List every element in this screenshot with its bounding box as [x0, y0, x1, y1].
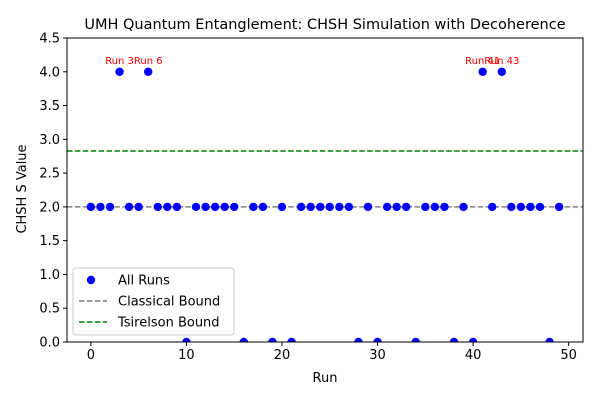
x-tick-label: 10: [178, 348, 195, 363]
data-point: [526, 202, 535, 212]
x-axis-label: Run: [313, 371, 338, 386]
legend-box: [72, 267, 235, 336]
y-tick-label: 0.0: [39, 336, 60, 351]
legend-entry-label: Tsirelson Bound: [117, 316, 220, 331]
data-point: [86, 202, 96, 212]
data-point: [354, 337, 363, 342]
y-tick-label: 3.5: [39, 99, 60, 114]
data-point: [363, 202, 373, 212]
data-point: [392, 202, 401, 212]
data-point: [554, 202, 564, 212]
data-point: [296, 202, 306, 212]
x-tick-label: 0: [87, 348, 95, 363]
x-tick-label: 40: [465, 348, 482, 363]
data-point: [411, 337, 420, 342]
data-point: [373, 337, 382, 342]
plot-frame: [66, 37, 584, 343]
data-point: [497, 67, 506, 76]
data-point: [144, 67, 153, 76]
data-point: [163, 202, 172, 212]
data-point: [277, 202, 287, 212]
data-point: [258, 202, 268, 212]
data-point: [134, 202, 143, 212]
y-axis-label: CHSH S Value: [15, 144, 30, 233]
axes-ticks: 0 10 20 30 40 50 0.0 0.5 1.0 1.5 2.0 2.5 3.0 3.5 4.0 4.…: [39, 32, 577, 364]
data-point: [306, 202, 315, 212]
legend-entry-label: Classical Bound: [118, 295, 220, 310]
y-tick-label: 4.0: [39, 65, 60, 80]
x-tick-label: 30: [369, 348, 386, 363]
data-point: [430, 202, 440, 212]
data-point: [516, 202, 526, 212]
legend-marker: [86, 275, 96, 285]
data-point: [468, 337, 478, 342]
annotation-label: Run 43: [484, 56, 519, 67]
data-point: [153, 202, 162, 212]
data-point: [96, 202, 105, 212]
data-point: [535, 202, 545, 212]
data-point: [124, 202, 134, 212]
data-point: [507, 202, 516, 212]
data-point: [249, 202, 258, 212]
annotation-label: Run 41: [465, 56, 500, 67]
data-point: [105, 202, 115, 212]
chart-title: UMH Quantum Entanglement: CHSH Simulatio…: [84, 17, 565, 33]
data-point: [325, 202, 334, 212]
data-point: [201, 202, 210, 212]
data-point: [316, 202, 325, 212]
data-point: [287, 337, 296, 342]
x-tick-label: 20: [274, 348, 291, 363]
data-point: [191, 202, 201, 212]
data-point: [402, 202, 411, 212]
y-tick-label: 2.0: [39, 200, 60, 215]
data-point: [220, 202, 229, 212]
annotation-label: Run 3: [105, 56, 134, 67]
data-point: [440, 202, 449, 212]
legend-entry-label: All Runs: [118, 274, 170, 289]
y-tick-label: 2.5: [39, 167, 60, 182]
y-tick-label: 1.0: [39, 268, 60, 283]
data-point: [230, 202, 239, 212]
data-point: [459, 202, 468, 212]
data-point: [268, 337, 277, 342]
data-point: [115, 67, 124, 76]
data-point: [239, 337, 248, 342]
annotation-label: Run 6: [134, 56, 163, 67]
data-point: [449, 337, 459, 342]
x-tick-label: 50: [560, 348, 577, 363]
data-point: [182, 337, 191, 342]
y-tick-label: 4.5: [39, 32, 60, 47]
data-point: [382, 202, 392, 212]
data-point: [488, 202, 497, 212]
series-points: [86, 67, 564, 342]
data-point: [344, 202, 354, 212]
data-point: [421, 202, 430, 212]
y-tick-label: 3.0: [39, 133, 60, 148]
data-point: [210, 202, 220, 212]
y-tick-label: 1.5: [39, 234, 60, 249]
legend: All Runs Classical Bound Tsirelson Bound: [72, 267, 235, 336]
data-point: [172, 202, 182, 212]
data-point: [478, 67, 487, 76]
data-point: [335, 202, 344, 212]
data-point: [545, 337, 554, 342]
y-tick-label: 0.5: [39, 302, 60, 317]
